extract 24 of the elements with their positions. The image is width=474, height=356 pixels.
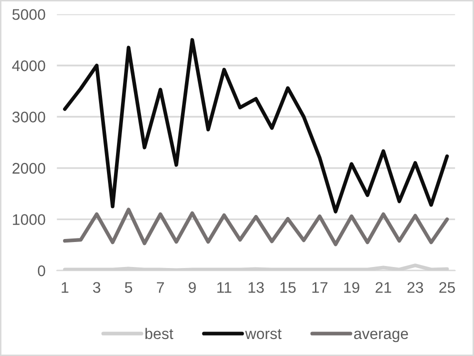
y-tick-label: 0 <box>38 265 46 276</box>
line-series <box>63 208 449 246</box>
x-tick-label: 15 <box>280 282 296 293</box>
line-series <box>63 38 449 214</box>
x-tick-label: 25 <box>439 282 455 293</box>
x-tick-label: 11 <box>217 282 232 293</box>
x-tick-label: 1 <box>62 282 68 293</box>
x-tick-label: 19 <box>344 282 360 293</box>
y-tick-label: 2000 <box>12 162 46 174</box>
legend-label: best <box>145 328 174 340</box>
x-tick-label: 9 <box>188 282 196 293</box>
y-tick-label: 3000 <box>12 112 46 122</box>
y-tick-label: 4000 <box>12 60 46 72</box>
y-tick-label: 1000 <box>12 214 46 225</box>
x-tick-label: 7 <box>156 282 164 293</box>
y-tick-label: 5000 <box>12 9 46 20</box>
x-tick-label: 3 <box>93 282 100 293</box>
x-tick-label: 21 <box>376 282 392 293</box>
legend-label: average <box>354 330 408 342</box>
x-tick-label: 13 <box>248 282 264 293</box>
legend-label: worst <box>245 329 282 340</box>
x-tick-label: 23 <box>407 282 424 293</box>
x-tick-label: 17 <box>312 282 328 293</box>
x-tick-label: 5 <box>124 282 132 293</box>
